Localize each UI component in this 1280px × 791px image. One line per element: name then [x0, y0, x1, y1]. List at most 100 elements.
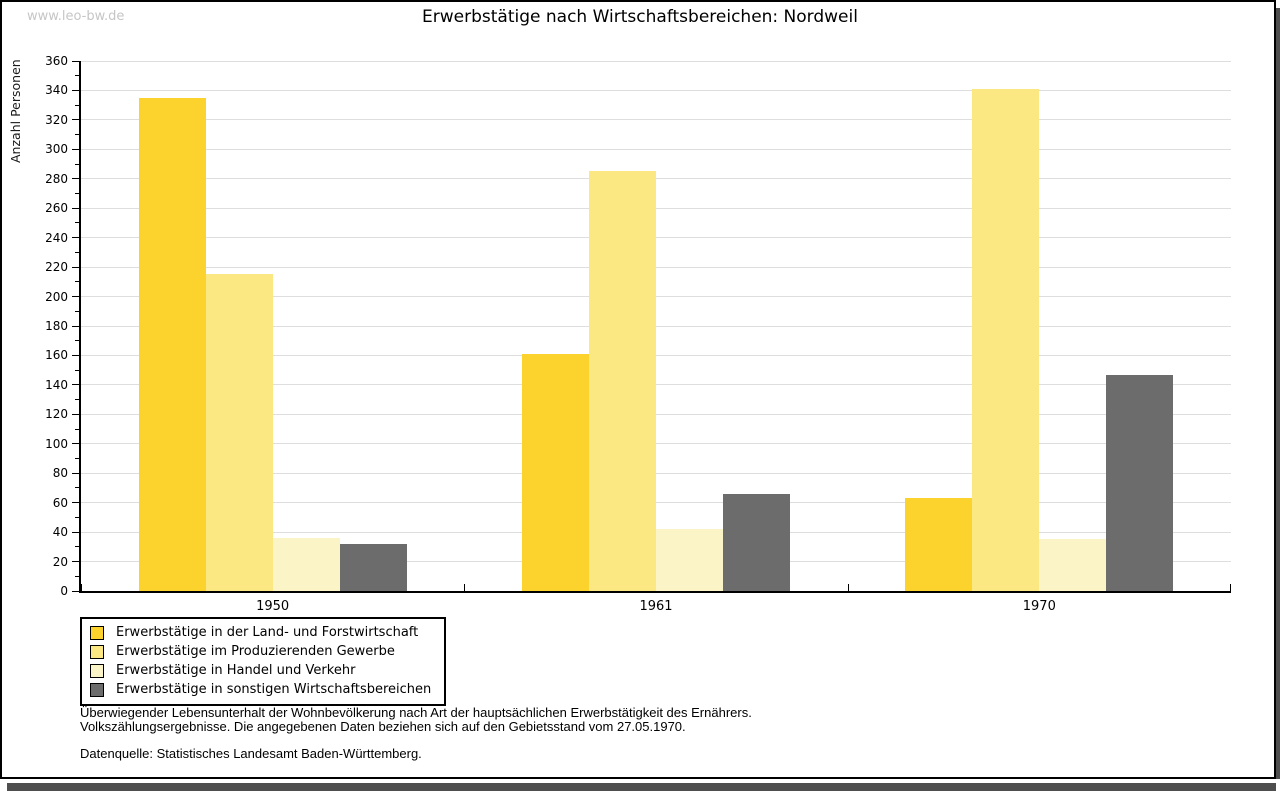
x-tick: [81, 584, 82, 591]
gridline: [81, 384, 1231, 386]
y-tick-label: 180: [45, 319, 68, 333]
y-tick-label: 160: [45, 348, 68, 363]
y-tick: [72, 119, 79, 121]
legend-swatch: [90, 663, 104, 678]
y-minor-tick: [75, 458, 79, 459]
legend-item: Erwerbstätige im Produzierenden Gewerbe: [88, 642, 438, 661]
window-shadow-bottom: [7, 783, 1276, 791]
y-tick: [72, 384, 79, 386]
y-minor-tick: [75, 281, 79, 283]
gridline: [81, 266, 1231, 268]
y-tick-label: 300: [45, 142, 68, 157]
gridline: [81, 60, 1231, 62]
bar: [723, 493, 790, 591]
y-tick: [72, 590, 79, 592]
y-minor-tick: [75, 310, 79, 312]
y-tick: [72, 443, 79, 445]
y-tick-label: 240: [45, 230, 68, 245]
bar: [656, 529, 723, 591]
bar: [272, 538, 340, 591]
legend-swatch: [90, 682, 104, 697]
y-minor-tick: [75, 546, 79, 548]
gridline: [81, 325, 1231, 327]
y-axis-label: Anzahl Personen: [8, 59, 23, 163]
y-tick: [72, 148, 79, 150]
y-minor-tick: [75, 340, 79, 342]
y-tick-label: 320: [45, 112, 68, 127]
bar: [905, 498, 973, 591]
gridline: [81, 237, 1231, 239]
x-tick: [1230, 584, 1231, 591]
gridline: [81, 413, 1231, 415]
bar: [1106, 374, 1174, 591]
y-tick-label: 280: [45, 171, 68, 186]
y-tick-label: 340: [45, 83, 68, 98]
y-tick: [72, 207, 79, 209]
y-minor-tick: [75, 75, 79, 77]
y-tick: [72, 237, 79, 239]
y-tick: [72, 502, 79, 504]
gridline: [81, 296, 1231, 298]
y-tick: [72, 266, 79, 268]
y-tick: [72, 325, 79, 327]
site-watermark: www.leo-bw.de: [27, 9, 125, 24]
gridline: [81, 472, 1231, 474]
y-minor-tick: [75, 104, 79, 106]
bar: [1039, 539, 1107, 591]
y-tick-label: 120: [45, 407, 68, 422]
legend-label: Erwerbstätige in sonstigen Wirtschaftsbe…: [116, 682, 432, 697]
legend-label: Erwerbstätige in Handel und Verkehr: [116, 663, 356, 678]
bar: [138, 97, 206, 591]
bar: [589, 171, 656, 591]
y-minor-tick: [75, 428, 79, 430]
y-minor-tick: [75, 251, 79, 253]
gridline: [81, 207, 1231, 209]
legend-label: Erwerbstätige im Produzierenden Gewerbe: [116, 644, 395, 659]
x-category-label: 1970: [1022, 599, 1056, 614]
y-minor-tick: [75, 193, 79, 194]
y-minor-tick: [75, 575, 79, 577]
legend-label: Erwerbstätige in der Land- und Forstwirt…: [116, 625, 419, 640]
footer-source: Datenquelle: Statistisches Landesamt Bad…: [80, 746, 422, 761]
footer-note-line1: Überwiegender Lebensunterhalt der Wohnbe…: [80, 705, 752, 720]
footer-note-line2: Volkszählungsergebnisse. Die angegebenen…: [80, 719, 686, 734]
gridline: [81, 148, 1231, 150]
y-tick: [72, 60, 79, 62]
y-tick-label: 260: [45, 201, 68, 216]
x-tick: [464, 584, 465, 591]
gridline: [81, 443, 1231, 445]
y-minor-tick: [75, 487, 79, 489]
y-tick-label: 100: [45, 436, 68, 451]
y-tick-label: 220: [45, 260, 68, 275]
legend-item: Erwerbstätige in der Land- und Forstwirt…: [88, 623, 438, 642]
gridline: [81, 354, 1231, 356]
legend-swatch: [90, 644, 104, 659]
y-tick-label: 80: [52, 466, 68, 481]
y-tick-label: 200: [45, 289, 68, 304]
y-tick: [72, 472, 79, 474]
y-tick: [72, 354, 79, 356]
y-tick: [72, 561, 79, 563]
plot-area: 0 20 40 60 80 100 120 140 160 180 200 220 240 260 280 3…: [45, 54, 1231, 614]
y-tick-label: 140: [45, 377, 68, 392]
gridline: [81, 89, 1231, 91]
y-tick-label: 0: [60, 584, 68, 598]
legend-item: Erwerbstätige in Handel und Verkehr: [88, 661, 438, 680]
y-tick-label: 20: [52, 554, 68, 569]
gridline: [81, 178, 1231, 180]
y-minor-tick: [75, 369, 79, 371]
footer-note: Überwiegender Lebensunterhalt der Wohnbe…: [80, 706, 1180, 734]
y-tick-label: 360: [45, 54, 68, 68]
y-tick-label: 60: [52, 495, 68, 510]
y-minor-tick: [75, 222, 79, 224]
y-tick: [72, 531, 79, 533]
bar: [972, 88, 1040, 591]
x-tick: [848, 584, 849, 591]
legend-item: Erwerbstätige in sonstigen Wirtschaftsbe…: [88, 680, 438, 699]
y-minor-tick: [75, 163, 79, 165]
bar: [522, 353, 589, 591]
window-shadow-right: [1276, 8, 1280, 779]
gridline: [81, 502, 1231, 504]
y-minor-tick: [75, 516, 79, 518]
